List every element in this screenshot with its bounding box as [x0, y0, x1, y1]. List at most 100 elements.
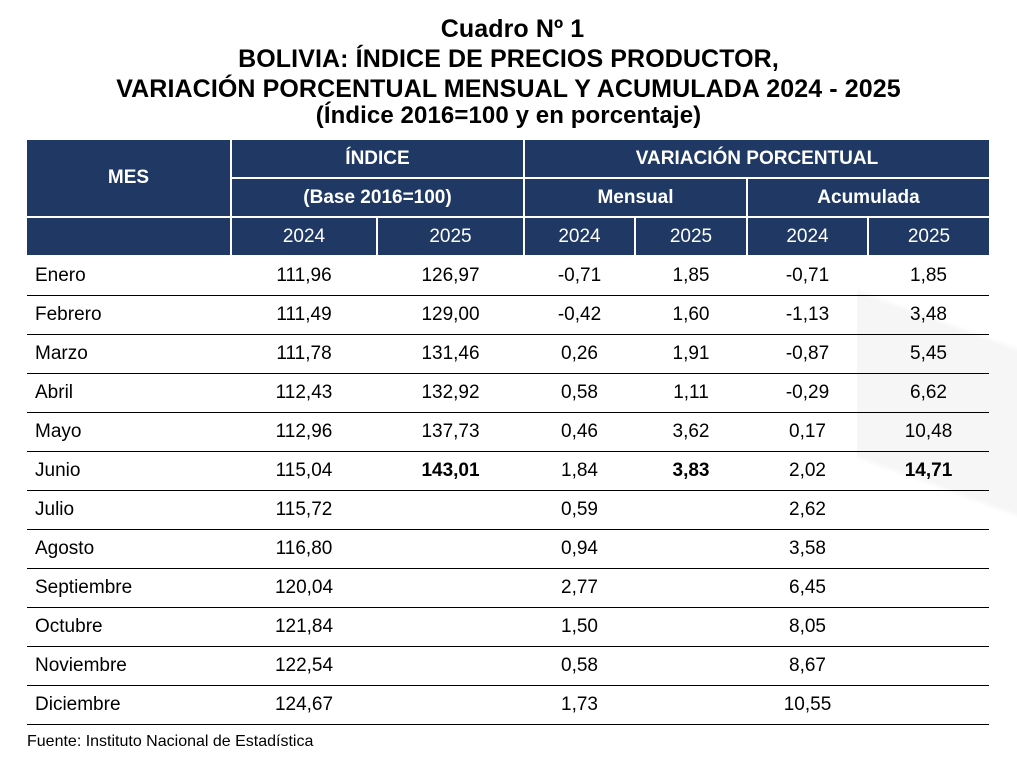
table-row: Febrero 111,49 129,00 -0,42 1,60 -1,13 3,48 — [27, 295, 989, 335]
month-cell: Noviembre — [27, 646, 231, 686]
source-note: Fuente: Instituto Nacional de Estadístic… — [27, 733, 314, 750]
cumulative-2024-cell: -0,71 — [747, 255, 868, 296]
cumulative-2024-cell: 6,45 — [747, 568, 868, 608]
cumulative-2025-cell — [868, 568, 989, 608]
index-2024-cell: 115,72 — [231, 490, 377, 530]
index-2024-cell: 111,78 — [231, 334, 377, 374]
ipp-table: MES ÍNDICE VARIACIÓN PORCENTUAL (Base 20… — [27, 140, 989, 725]
cumulative-2024-cell: 10,55 — [747, 685, 868, 725]
index-2025-cell: 126,97 — [377, 255, 524, 296]
cumulative-2024-cell: 2,62 — [747, 490, 868, 530]
cumulative-2025-cell — [868, 646, 989, 686]
month-cell: Diciembre — [27, 685, 231, 725]
monthly-2025-cell — [635, 685, 747, 725]
monthly-2024-cell: 0,46 — [524, 412, 635, 452]
cumulative-2025-cell: 5,45 — [868, 334, 989, 374]
monthly-2025-cell — [635, 529, 747, 569]
table-row: Julio 115,72 0,59 2,62 — [27, 490, 989, 530]
month-cell: Septiembre — [27, 568, 231, 608]
table-units: (Índice 2016=100 y en porcentaje) — [315, 102, 702, 129]
monthly-2024-cell: 1,84 — [524, 451, 635, 491]
index-2024-cell: 111,49 — [231, 295, 377, 335]
monthly-2024-cell: 0,59 — [524, 490, 635, 530]
table-row: Septiembre 120,04 2,77 6,45 — [27, 568, 989, 608]
month-cell: Marzo — [27, 334, 231, 374]
index-2024-cell: 116,80 — [231, 529, 377, 569]
header-acumulada: Acumulada — [746, 177, 989, 218]
table-row: Junio 115,04 143,01 1,84 3,83 2,02 14,71 — [27, 451, 989, 491]
month-cell: Julio — [27, 490, 231, 530]
header-mes-spacer — [27, 216, 232, 257]
monthly-2024-cell: -0,71 — [524, 255, 635, 296]
table-row: Octubre 121,84 1,50 8,05 — [27, 607, 989, 647]
monthly-2025-cell — [635, 490, 747, 530]
table-number: Cuadro Nº 1 — [440, 15, 585, 43]
month-cell: Agosto — [27, 529, 231, 569]
table-row: Mayo 112,96 137,73 0,46 3,62 0,17 10,48 — [27, 412, 989, 452]
monthly-2024-cell: 0,58 — [524, 373, 635, 413]
monthly-2024-cell: 2,77 — [524, 568, 635, 608]
header-year: 2025 — [634, 216, 748, 257]
index-2024-cell: 120,04 — [231, 568, 377, 608]
table-row: Noviembre 122,54 0,58 8,67 — [27, 646, 989, 686]
index-2024-cell: 111,96 — [231, 255, 377, 296]
index-2024-cell: 112,43 — [231, 373, 377, 413]
index-2025-cell: 143,01 — [377, 451, 524, 491]
monthly-2025-cell: 3,83 — [635, 451, 747, 491]
cumulative-2025-cell: 10,48 — [868, 412, 989, 452]
cumulative-2025-cell: 3,48 — [868, 295, 989, 335]
index-2024-cell: 121,84 — [231, 607, 377, 647]
cumulative-2024-cell: 3,58 — [747, 529, 868, 569]
header-year: 2024 — [523, 216, 636, 257]
month-cell: Abril — [27, 373, 231, 413]
index-2025-cell: 137,73 — [377, 412, 524, 452]
header-variacion: VARIACIÓN PORCENTUAL — [523, 140, 989, 179]
table-row: Diciembre 124,67 1,73 10,55 — [27, 685, 989, 725]
header-mensual: Mensual — [523, 177, 748, 218]
index-2025-cell — [377, 529, 524, 569]
table-body: Enero 111,96 126,97 -0,71 1,85 -0,71 1,85 Febre… — [27, 255, 989, 725]
cumulative-2024-cell: -0,87 — [747, 334, 868, 374]
header-year: 2024 — [230, 216, 378, 257]
monthly-2025-cell — [635, 646, 747, 686]
cumulative-2025-cell — [868, 685, 989, 725]
index-2025-cell — [377, 568, 524, 608]
cumulative-2024-cell: -1,13 — [747, 295, 868, 335]
table-row: Marzo 111,78 131,46 0,26 1,91 -0,87 5,45 — [27, 334, 989, 374]
cumulative-2024-cell: 8,05 — [747, 607, 868, 647]
cumulative-2024-cell: 0,17 — [747, 412, 868, 452]
table-title: BOLIVIA: ÍNDICE DE PRECIOS PRODUCTOR, — [238, 45, 779, 73]
index-2024-cell: 124,67 — [231, 685, 377, 725]
monthly-2024-cell: 0,58 — [524, 646, 635, 686]
table-row: Abril 112,43 132,92 0,58 1,11 -0,29 6,62 — [27, 373, 989, 413]
index-2025-cell — [377, 646, 524, 686]
index-2024-cell: 112,96 — [231, 412, 377, 452]
table-title-block: Cuadro Nº 1 BOLIVIA: ÍNDICE DE PRECIOS P… — [0, 14, 1017, 128]
header-year: 2025 — [867, 216, 989, 257]
index-2025-cell: 129,00 — [377, 295, 524, 335]
monthly-2025-cell: 1,91 — [635, 334, 747, 374]
monthly-2024-cell: 1,73 — [524, 685, 635, 725]
index-2025-cell — [377, 607, 524, 647]
monthly-2024-cell: 0,94 — [524, 529, 635, 569]
monthly-2025-cell — [635, 568, 747, 608]
cumulative-2025-cell: 1,85 — [868, 255, 989, 296]
header-year: 2025 — [376, 216, 525, 257]
monthly-2025-cell — [635, 607, 747, 647]
table-row: Enero 111,96 126,97 -0,71 1,85 -0,71 1,85 — [27, 255, 989, 296]
cumulative-2025-cell — [868, 529, 989, 569]
month-cell: Enero — [27, 255, 231, 296]
month-cell: Febrero — [27, 295, 231, 335]
index-2025-cell: 131,46 — [377, 334, 524, 374]
header-year: 2024 — [746, 216, 869, 257]
header-mes: MES — [27, 140, 232, 218]
index-2024-cell: 122,54 — [231, 646, 377, 686]
monthly-2025-cell: 1,60 — [635, 295, 747, 335]
month-cell: Junio — [27, 451, 231, 491]
month-cell: Octubre — [27, 607, 231, 647]
index-2025-cell — [377, 490, 524, 530]
table-subtitle: VARIACIÓN PORCENTUAL MENSUAL Y ACUMULADA… — [116, 75, 901, 103]
index-2024-cell: 115,04 — [231, 451, 377, 491]
cumulative-2024-cell: -0,29 — [747, 373, 868, 413]
monthly-2025-cell: 1,85 — [635, 255, 747, 296]
